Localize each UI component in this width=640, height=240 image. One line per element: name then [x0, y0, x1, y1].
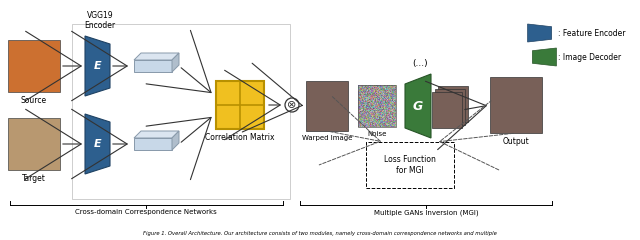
Text: Multiple GANs Inversion (MGI): Multiple GANs Inversion (MGI) [374, 209, 478, 216]
Circle shape [285, 98, 299, 112]
Text: ⊗: ⊗ [287, 100, 297, 110]
Polygon shape [532, 48, 556, 66]
Text: (...): (...) [412, 59, 428, 68]
Polygon shape [216, 81, 264, 129]
Bar [8, 118, 60, 170]
Bar [490, 77, 542, 133]
Polygon shape [527, 24, 552, 42]
Text: Figure 1. Overall Architecture. Our architecture consists of two modules, namely: Figure 1. Overall Architecture. Our arch… [143, 231, 497, 236]
Text: Correlation Matrix: Correlation Matrix [205, 133, 275, 142]
Polygon shape [172, 53, 179, 72]
Text: E: E [94, 139, 102, 149]
Bar [8, 40, 60, 92]
Text: VGG19
Encoder: VGG19 Encoder [84, 11, 116, 30]
Text: E: E [94, 61, 102, 71]
Text: : Image Decoder: : Image Decoder [558, 53, 621, 61]
Polygon shape [134, 131, 179, 138]
Polygon shape [134, 53, 179, 60]
FancyBboxPatch shape [366, 142, 454, 188]
Text: : Feature Encoder: : Feature Encoder [558, 29, 625, 37]
Polygon shape [134, 138, 172, 150]
Polygon shape [85, 36, 110, 96]
Polygon shape [405, 74, 431, 138]
Text: Noise: Noise [367, 131, 387, 137]
Bar [358, 85, 396, 127]
Text: Output: Output [502, 137, 529, 146]
Bar [306, 81, 348, 131]
Text: Warped Image: Warped Image [302, 135, 352, 141]
Polygon shape [172, 131, 179, 150]
Text: Target: Target [22, 174, 46, 183]
Text: G: G [413, 100, 423, 113]
Bar [435, 89, 465, 125]
Polygon shape [85, 114, 110, 174]
Polygon shape [134, 60, 172, 72]
Text: Source: Source [21, 96, 47, 105]
Bar [438, 86, 468, 122]
Text: Cross-domain Correspondence Networks: Cross-domain Correspondence Networks [75, 209, 217, 215]
Text: Loss Function
for MGI: Loss Function for MGI [384, 155, 436, 175]
Bar [432, 92, 462, 128]
